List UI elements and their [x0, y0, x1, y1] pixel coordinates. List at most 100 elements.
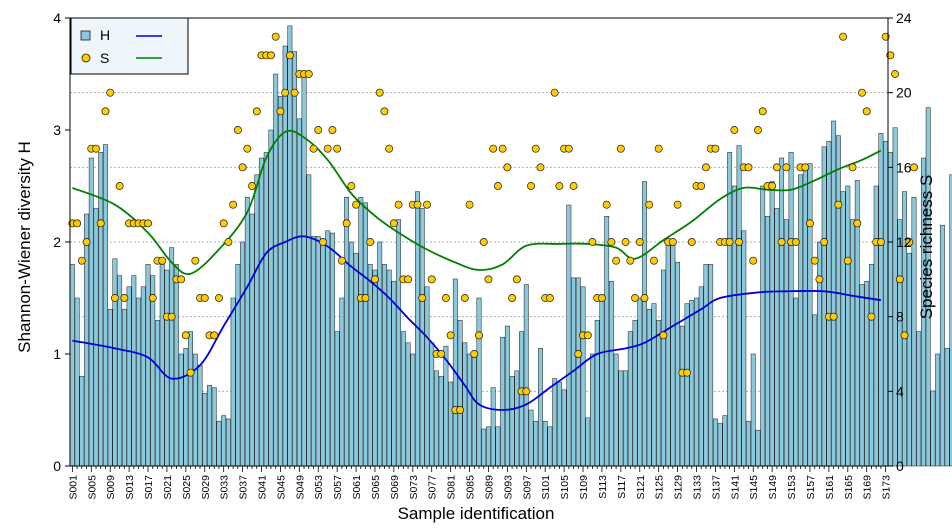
bar-h	[377, 241, 383, 467]
bar-h	[211, 387, 217, 467]
bar-h	[769, 181, 775, 467]
point-s	[900, 331, 909, 340]
point-s	[905, 238, 914, 246]
bar-h	[925, 107, 931, 467]
bar-h	[821, 146, 827, 467]
point-s	[607, 238, 616, 246]
bar-h	[495, 426, 501, 467]
point-s	[503, 163, 512, 172]
bar-h	[486, 426, 491, 467]
x-tick-label: S085	[465, 475, 477, 500]
bar-h	[353, 252, 359, 467]
point-s	[385, 144, 394, 153]
bar-h	[249, 213, 255, 467]
bar-h	[523, 284, 529, 467]
point-s	[621, 238, 630, 246]
point-s	[243, 144, 252, 153]
bar-h	[750, 353, 756, 467]
y-axis-left: 0 1 2 3 4	[53, 10, 70, 474]
x-tick-label: S017	[143, 475, 155, 500]
smooth-line-s	[72, 129, 882, 276]
point-s	[815, 275, 824, 284]
x-tick-label: S161	[824, 475, 836, 500]
point-s	[574, 350, 583, 358]
point-s	[881, 32, 890, 41]
point-s	[484, 275, 493, 284]
bar-h	[694, 297, 699, 467]
point-s	[725, 238, 734, 246]
point-s	[650, 256, 658, 265]
x-tick-label: S141	[729, 475, 741, 500]
point-s	[404, 275, 413, 284]
point-s	[92, 144, 100, 153]
bar-h	[183, 348, 189, 467]
bar-h	[126, 286, 132, 467]
point-s	[441, 294, 450, 302]
point-s	[735, 238, 744, 246]
x-tick-label: S005	[86, 475, 98, 500]
bar-h	[798, 174, 803, 467]
y-tick-label-right: 20	[896, 85, 912, 101]
bar-h	[916, 331, 922, 467]
bar-h	[793, 297, 799, 467]
bar-h	[325, 230, 331, 467]
bar-h	[173, 264, 179, 467]
bar-h	[88, 157, 94, 467]
x-tick-label: S117	[616, 475, 628, 499]
bar-h	[812, 314, 818, 467]
bar-h	[632, 320, 638, 467]
x-tick-label: S009	[105, 475, 117, 500]
bar-h	[930, 390, 936, 467]
point-s	[744, 163, 753, 172]
bar-h	[755, 429, 761, 467]
bar-h	[774, 208, 780, 467]
bar-h	[590, 353, 595, 467]
point-s	[427, 275, 436, 284]
point-s	[285, 51, 294, 60]
x-tick-label: S057	[332, 475, 344, 500]
bar-h	[727, 152, 733, 467]
bar-h	[136, 297, 141, 467]
bar-h	[850, 219, 855, 467]
x-tick-label: S029	[200, 475, 212, 500]
x-tick-label: S121	[635, 475, 647, 500]
point-s	[304, 70, 313, 78]
x-tick-label: S137	[710, 475, 722, 500]
y-axis-left-title: Shannon-Wiener diversity H	[15, 141, 34, 353]
point-s	[456, 406, 465, 414]
bar-h	[703, 264, 709, 467]
point-s	[493, 182, 502, 190]
x-tick-label: S081	[446, 475, 458, 500]
bar-h	[575, 277, 581, 467]
bar-h	[599, 297, 605, 467]
bar-h	[665, 241, 671, 467]
bar-h	[112, 258, 118, 467]
x-tick-label: S037	[238, 475, 250, 500]
x-tick-label: S173	[881, 475, 893, 500]
bar-h	[679, 325, 685, 467]
bar-h	[807, 163, 813, 467]
point-s	[512, 275, 521, 284]
x-tick-label: S069	[389, 475, 401, 500]
bar-h	[424, 286, 430, 467]
point-s	[115, 182, 124, 190]
point-s	[702, 163, 710, 172]
bar-h	[391, 280, 397, 467]
x-tick-label: S113	[597, 475, 609, 499]
y-tick-label-right: 4	[896, 383, 904, 399]
legend-label-h: H	[100, 27, 110, 43]
point-s	[806, 219, 814, 228]
point-s	[697, 182, 706, 190]
bar-h	[315, 236, 321, 467]
x-tick-label: S073	[408, 475, 420, 500]
point-s	[829, 312, 838, 321]
point-s	[536, 163, 545, 172]
bar-h	[712, 418, 718, 467]
bar-h	[944, 348, 950, 467]
point-s	[144, 219, 152, 228]
bar-h	[542, 420, 548, 467]
point-s	[853, 219, 862, 228]
x-tick-label: S169	[862, 475, 874, 500]
bar-h	[301, 73, 307, 467]
x-tick-label: S053	[313, 475, 325, 500]
